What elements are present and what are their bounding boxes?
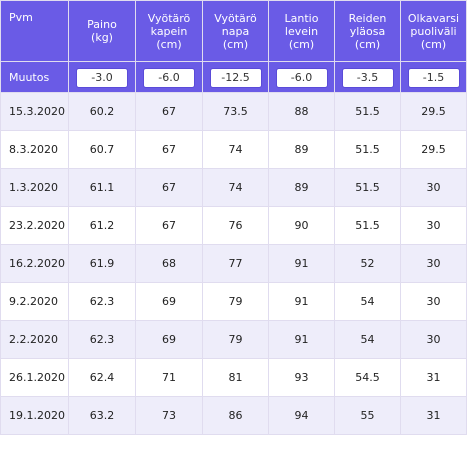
cell-hip: 94	[268, 396, 335, 435]
cell-thigh: 51.5	[334, 130, 401, 169]
cell-weight: 60.7	[68, 130, 136, 169]
cell-weight: 62.4	[68, 358, 136, 397]
cell-waist-narrow: 67	[135, 130, 203, 169]
cell-date: 9.2.2020	[0, 282, 69, 321]
change-weight-badge: -3.0	[76, 68, 128, 88]
cell-hip: 89	[268, 168, 335, 207]
cell-waist-navel: 74	[202, 130, 269, 169]
header-weight[interactable]: Paino (kg)	[68, 0, 136, 62]
table-row[interactable]: 15.3.2020 60.2 67 73.5 88 51.5 29.5	[0, 92, 467, 131]
header-date[interactable]: Pvm	[0, 0, 69, 62]
header-thigh[interactable]: Reiden yläosa (cm)	[334, 0, 401, 62]
cell-thigh: 55	[334, 396, 401, 435]
table-row[interactable]: 23.2.2020 61.2 67 76 90 51.5 30	[0, 206, 467, 245]
cell-waist-narrow: 67	[135, 92, 203, 131]
cell-upper-arm: 30	[400, 168, 467, 207]
cell-thigh: 54	[334, 320, 401, 359]
header-waist-narrow[interactable]: Vyötärö kapein (cm)	[135, 0, 203, 62]
table-body: 15.3.2020 60.2 67 73.5 88 51.5 29.5 8.3.…	[0, 92, 467, 435]
cell-date: 16.2.2020	[0, 244, 69, 283]
cell-weight: 61.9	[68, 244, 136, 283]
cell-thigh: 51.5	[334, 92, 401, 131]
table-row[interactable]: 19.1.2020 63.2 73 86 94 55 31	[0, 396, 467, 435]
cell-waist-navel: 73.5	[202, 92, 269, 131]
measurements-table: Pvm Paino (kg) Vyötärö kapein (cm) Vyötä…	[0, 0, 467, 435]
cell-waist-navel: 86	[202, 396, 269, 435]
cell-waist-navel: 74	[202, 168, 269, 207]
change-hip-badge: -6.0	[275, 68, 328, 88]
cell-date: 15.3.2020	[0, 92, 69, 131]
cell-waist-narrow: 71	[135, 358, 203, 397]
cell-hip: 89	[268, 130, 335, 169]
header-row: Pvm Paino (kg) Vyötärö kapein (cm) Vyötä…	[0, 0, 467, 62]
change-label: Muutos	[0, 61, 69, 93]
change-waist-navel-badge: -12.5	[209, 68, 262, 88]
header-waist-navel[interactable]: Vyötärö napa (cm)	[202, 0, 269, 62]
cell-waist-narrow: 68	[135, 244, 203, 283]
change-row: Muutos -3.0 -6.0 -12.5 -6.0 -3.5 -1.5	[0, 61, 467, 93]
table-row[interactable]: 16.2.2020 61.9 68 77 91 52 30	[0, 244, 467, 283]
cell-weight: 61.2	[68, 206, 136, 245]
cell-weight: 63.2	[68, 396, 136, 435]
cell-date: 8.3.2020	[0, 130, 69, 169]
cell-thigh: 51.5	[334, 168, 401, 207]
cell-hip: 90	[268, 206, 335, 245]
cell-upper-arm: 30	[400, 320, 467, 359]
cell-weight: 62.3	[68, 282, 136, 321]
cell-date: 19.1.2020	[0, 396, 69, 435]
cell-waist-navel: 76	[202, 206, 269, 245]
cell-waist-navel: 81	[202, 358, 269, 397]
cell-waist-narrow: 73	[135, 396, 203, 435]
cell-hip: 91	[268, 282, 335, 321]
cell-waist-narrow: 69	[135, 320, 203, 359]
cell-upper-arm: 30	[400, 244, 467, 283]
change-upper-arm-badge: -1.5	[407, 68, 460, 88]
table-row[interactable]: 8.3.2020 60.7 67 74 89 51.5 29.5	[0, 130, 467, 169]
cell-hip: 91	[268, 244, 335, 283]
cell-upper-arm: 29.5	[400, 92, 467, 131]
cell-waist-navel: 79	[202, 282, 269, 321]
header-upper-arm[interactable]: Olkavarsi puoliväli (cm)	[400, 0, 467, 62]
cell-upper-arm: 31	[400, 358, 467, 397]
change-waist-narrow-badge: -6.0	[143, 68, 195, 88]
table-row[interactable]: 1.3.2020 61.1 67 74 89 51.5 30	[0, 168, 467, 207]
cell-thigh: 52	[334, 244, 401, 283]
cell-date: 26.1.2020	[0, 358, 69, 397]
cell-waist-narrow: 67	[135, 168, 203, 207]
table-row[interactable]: 2.2.2020 62.3 69 79 91 54 30	[0, 320, 467, 359]
cell-thigh: 51.5	[334, 206, 401, 245]
cell-waist-narrow: 67	[135, 206, 203, 245]
cell-hip: 91	[268, 320, 335, 359]
cell-date: 23.2.2020	[0, 206, 69, 245]
cell-date: 1.3.2020	[0, 168, 69, 207]
cell-waist-navel: 77	[202, 244, 269, 283]
cell-thigh: 54.5	[334, 358, 401, 397]
cell-hip: 93	[268, 358, 335, 397]
cell-waist-narrow: 69	[135, 282, 203, 321]
cell-upper-arm: 29.5	[400, 130, 467, 169]
table-row[interactable]: 9.2.2020 62.3 69 79 91 54 30	[0, 282, 467, 321]
cell-date: 2.2.2020	[0, 320, 69, 359]
cell-thigh: 54	[334, 282, 401, 321]
change-thigh-badge: -3.5	[341, 68, 394, 88]
header-hip[interactable]: Lantio levein (cm)	[268, 0, 335, 62]
cell-upper-arm: 30	[400, 206, 467, 245]
cell-upper-arm: 30	[400, 282, 467, 321]
cell-hip: 88	[268, 92, 335, 131]
cell-waist-navel: 79	[202, 320, 269, 359]
table-row[interactable]: 26.1.2020 62.4 71 81 93 54.5 31	[0, 358, 467, 397]
cell-weight: 61.1	[68, 168, 136, 207]
cell-upper-arm: 31	[400, 396, 467, 435]
cell-weight: 60.2	[68, 92, 136, 131]
cell-weight: 62.3	[68, 320, 136, 359]
